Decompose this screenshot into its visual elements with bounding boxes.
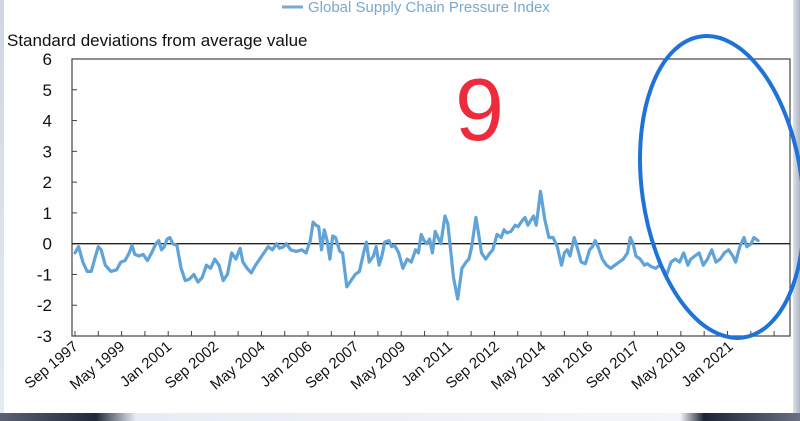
- legend: Global Supply Chain Pressure Index: [282, 0, 550, 16]
- legend-label: Global Supply Chain Pressure Index: [308, 0, 550, 16]
- y-tick-label: -2: [37, 296, 52, 315]
- y-axis-title: Standard deviations from average value: [7, 31, 308, 50]
- plot-area-frame: [71, 58, 791, 337]
- y-tick-label: -1: [37, 265, 52, 284]
- annotation-number-nine: 9: [455, 60, 504, 159]
- y-tick-label: -3: [37, 327, 52, 346]
- y-tick-label: 3: [43, 142, 52, 161]
- slide-left-edge: [0, 0, 4, 413]
- slide-right-edge: [793, 0, 800, 421]
- y-tick-label: 0: [43, 235, 52, 254]
- y-tick-label: 2: [43, 173, 52, 192]
- y-tick-label: 1: [43, 204, 52, 223]
- x-tick-label: Jan 2021: [678, 338, 736, 391]
- y-tick-label: 4: [43, 112, 52, 131]
- y-tick-label: 6: [43, 50, 52, 69]
- gscpi-series-line: [73, 189, 760, 301]
- y-axis: 6 5 4 3 2 1 0 -1 -2 -3: [37, 50, 77, 346]
- highlight-ellipse: [638, 34, 800, 340]
- y-tick-label: 5: [43, 81, 52, 100]
- screen-bottom-bar: [0, 413, 800, 421]
